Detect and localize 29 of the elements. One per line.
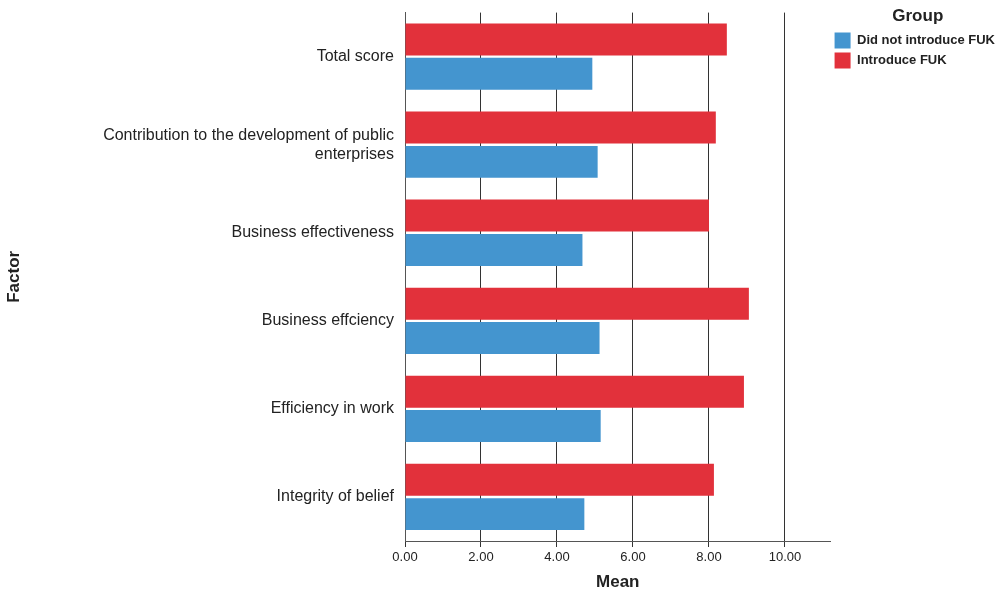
x-tick-label: 6.00	[620, 549, 646, 565]
legend-label: Introduce FUK	[857, 51, 948, 67]
x-tick-label: 10.00	[768, 549, 802, 565]
bar	[405, 498, 585, 531]
y-tick-label: Contribution to the development of public enterprises	[103, 125, 394, 162]
bar	[405, 57, 593, 90]
x-axis-title: Mean	[596, 572, 640, 592]
x-tick-label: 0.00	[392, 549, 418, 565]
bar	[405, 199, 709, 232]
x-tick-label: 4.00	[544, 549, 570, 565]
y-tick-label: Integrity of belief	[276, 487, 395, 505]
bar	[405, 287, 749, 320]
x-tick-label: 2.00	[468, 549, 494, 565]
y-tick-label: Efficiency in work	[270, 399, 395, 417]
y-tick-label: Total score	[316, 47, 395, 65]
bar	[405, 410, 601, 443]
bar	[405, 233, 583, 266]
bar	[405, 322, 600, 354]
x-tick-label: 8.00	[696, 549, 722, 565]
legend-title: Group	[892, 6, 944, 26]
bar	[405, 23, 727, 56]
y-axis-title: Factor	[3, 250, 23, 303]
legend-label: Did not introduce FUK	[857, 31, 996, 47]
bar	[405, 145, 598, 178]
bar	[405, 463, 714, 496]
bar	[405, 375, 744, 408]
bar	[405, 111, 716, 144]
y-tick-label: Business effciency	[261, 311, 394, 329]
y-tick-label: Business effectiveness	[231, 223, 394, 241]
